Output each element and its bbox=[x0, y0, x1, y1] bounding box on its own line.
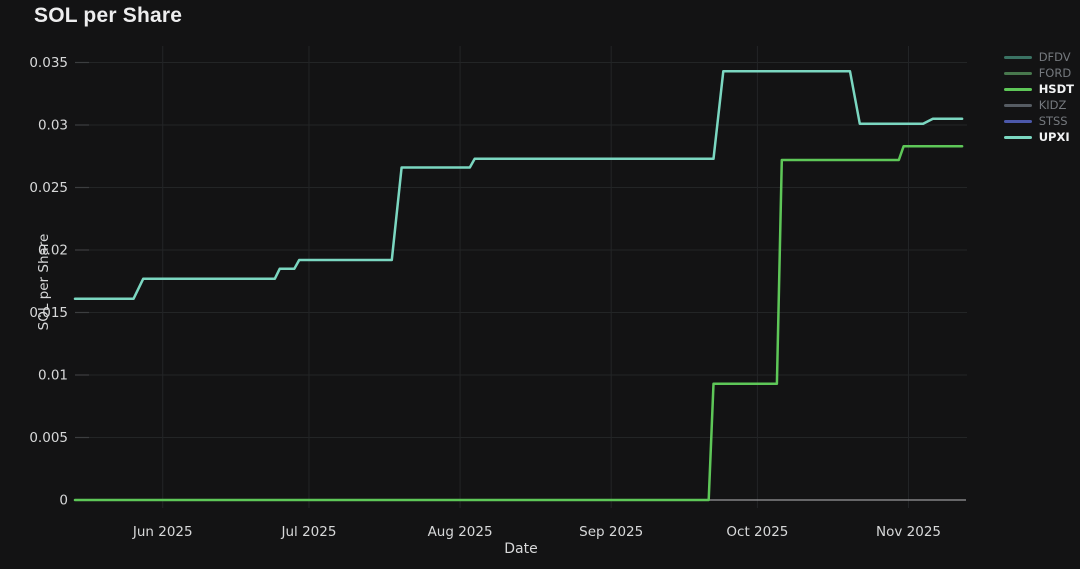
y-tick-label: 0.025 bbox=[29, 180, 68, 196]
x-tick-label: Aug 2025 bbox=[428, 524, 493, 540]
chart-title: SOL per Share bbox=[34, 4, 183, 27]
legend-label: STSS bbox=[1038, 114, 1068, 128]
legend: DFDV FORD HSDT KIDZ STSS UPXI bbox=[1003, 50, 1074, 144]
legend-label: HSDT bbox=[1038, 82, 1074, 96]
legend-swatch-kidz bbox=[1003, 104, 1032, 107]
y-tick-label: 0.005 bbox=[29, 430, 68, 446]
legend-item-dfdv[interactable]: DFDV bbox=[1003, 50, 1074, 64]
y-tick-label: 0.015 bbox=[29, 305, 68, 321]
legend-swatch-dfdv bbox=[1003, 56, 1032, 59]
y-tick-label: 0.01 bbox=[38, 368, 68, 384]
x-tick-label: Jul 2025 bbox=[280, 524, 336, 540]
legend-swatch-upxi bbox=[1003, 136, 1032, 139]
series-line-hsdt bbox=[73, 145, 964, 502]
legend-label: DFDV bbox=[1038, 50, 1071, 64]
x-tick-label: Jun 2025 bbox=[132, 524, 193, 540]
y-tick-label: 0.035 bbox=[29, 55, 68, 71]
legend-item-stss[interactable]: STSS bbox=[1003, 114, 1074, 128]
legend-item-ford[interactable]: FORD bbox=[1003, 66, 1074, 80]
x-tick-label: Sep 2025 bbox=[579, 524, 643, 540]
legend-swatch-hsdt bbox=[1003, 88, 1032, 91]
x-tick-label: Nov 2025 bbox=[876, 524, 941, 540]
x-tick-label: Oct 2025 bbox=[726, 524, 788, 540]
legend-swatch-stss bbox=[1003, 120, 1032, 123]
legend-label: FORD bbox=[1038, 66, 1072, 80]
series-line-upxi bbox=[73, 70, 964, 301]
legend-item-hsdt[interactable]: HSDT bbox=[1003, 82, 1074, 96]
legend-swatch-ford bbox=[1003, 72, 1032, 75]
y-tick-label: 0.03 bbox=[38, 118, 68, 134]
legend-item-upxi[interactable]: UPXI bbox=[1003, 130, 1074, 144]
y-tick-label: 0 bbox=[59, 493, 68, 509]
legend-label: KIDZ bbox=[1038, 98, 1067, 112]
y-tick-label: 0.02 bbox=[38, 243, 68, 259]
x-axis-title: Date bbox=[504, 541, 538, 557]
legend-label: UPXI bbox=[1038, 130, 1070, 144]
y-axis-title: SOL per Share bbox=[36, 233, 52, 331]
legend-item-kidz[interactable]: KIDZ bbox=[1003, 98, 1074, 112]
